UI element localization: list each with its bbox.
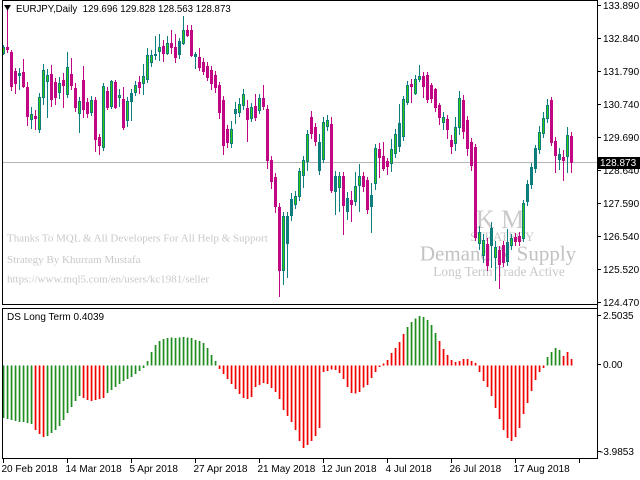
- svg-text:DS Long Term 0.4039: DS Long Term 0.4039: [7, 312, 105, 323]
- svg-text:133.890: 133.890: [603, 1, 640, 12]
- svg-text:130.740: 130.740: [603, 100, 640, 111]
- svg-text:EURJPY,Daily 129.696 129.828: EURJPY,Daily 129.696 129.828 128.563 128…: [16, 4, 231, 15]
- svg-text:4 Jul 2018: 4 Jul 2018: [386, 464, 433, 475]
- svg-text:132.840: 132.840: [603, 34, 640, 45]
- svg-text:21 May 2018: 21 May 2018: [258, 464, 316, 475]
- svg-text:128.640: 128.640: [603, 166, 640, 177]
- svg-text:Thanks To MQL & All Developers: Thanks To MQL & All Developers For All H…: [7, 233, 268, 245]
- svg-text:2.5035: 2.5035: [603, 311, 634, 322]
- svg-text:27 Apr 2018: 27 Apr 2018: [194, 464, 248, 475]
- svg-text:K M: K M: [476, 205, 524, 234]
- svg-text:125.520: 125.520: [603, 265, 640, 276]
- svg-text:129.690: 129.690: [603, 133, 640, 144]
- svg-text:128.873: 128.873: [600, 158, 637, 169]
- svg-text:20 Feb 2018: 20 Feb 2018: [2, 464, 59, 475]
- svg-text:12 Jun 2018: 12 Jun 2018: [322, 464, 377, 475]
- svg-text:17 Aug 2018: 17 Aug 2018: [514, 464, 571, 475]
- svg-text:124.470: 124.470: [603, 298, 640, 309]
- svg-text:26 Jul 2018: 26 Jul 2018: [450, 464, 502, 475]
- svg-text:14 Mar 2018: 14 Mar 2018: [66, 464, 123, 475]
- svg-text:-3.9853: -3.9853: [600, 447, 634, 458]
- svg-text:Strategy By Khurram Mustafa: Strategy By Khurram Mustafa: [7, 254, 141, 266]
- svg-text:0.00: 0.00: [603, 360, 623, 371]
- svg-text:127.590: 127.590: [603, 199, 640, 210]
- svg-text:5 Apr 2018: 5 Apr 2018: [130, 464, 179, 475]
- svg-text:https://www.mql5.com/en/users/: https://www.mql5.com/en/users/kc1981/sel…: [7, 274, 209, 286]
- svg-text:126.540: 126.540: [603, 232, 640, 243]
- svg-text:131.790: 131.790: [603, 67, 640, 78]
